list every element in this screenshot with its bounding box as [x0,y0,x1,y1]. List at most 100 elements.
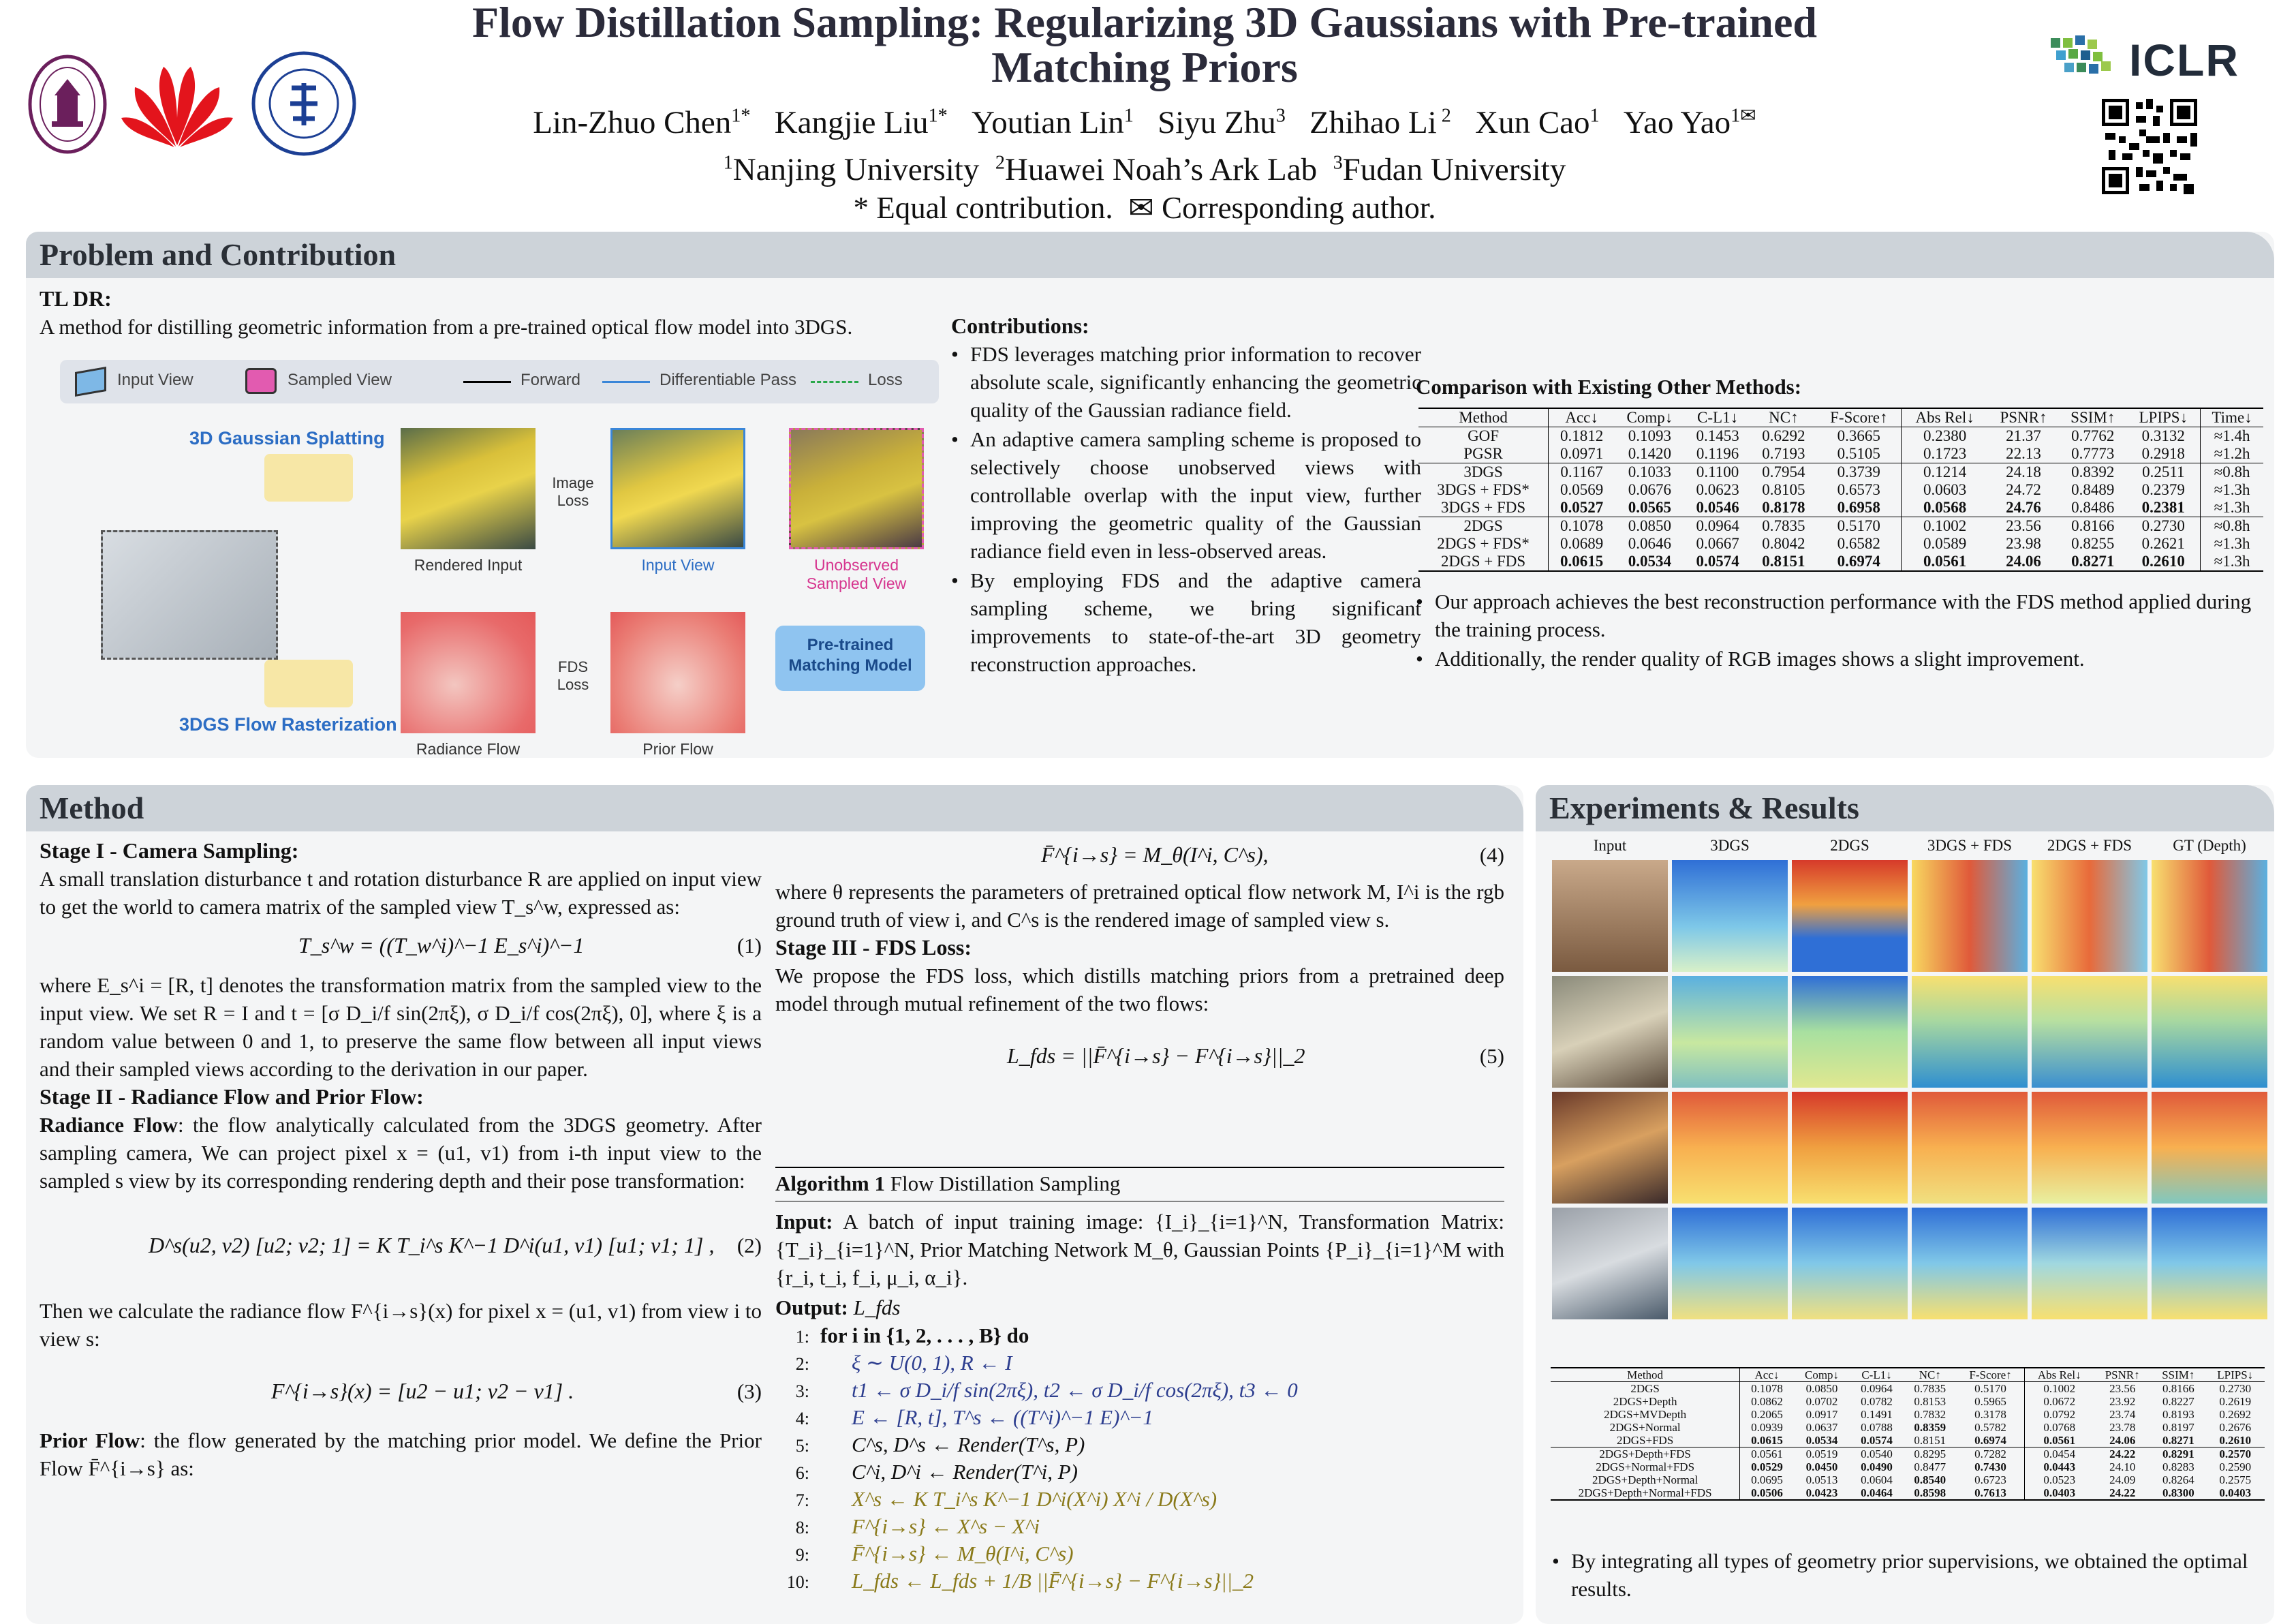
affiliation-list: 1Nanjing University 2Huawei Noah’s Ark L… [382,151,1908,188]
author-affil-mark: 1✉ [1731,105,1756,127]
table-value-cell: 0.7193 [1762,445,1805,462]
table-value-cell: 0.8295 [1903,1447,1957,1460]
table-value-cell: 0.0646 [1628,535,1671,552]
table-value-cell: 0.7835 [1750,517,1817,535]
table-value-cell: 24.10 [2109,1460,2136,1473]
table-value-cell: 0.8153 [1914,1395,1946,1408]
table-value-cell: 0.8197 [2162,1421,2194,1434]
table-value-cell: 0.0615 [1548,553,1615,572]
table-value-cell: 0.0862 [1751,1395,1783,1408]
table-value-cell: 0.0672 [2043,1395,2076,1408]
table-value-cell: 0.1078 [1548,517,1615,535]
author-name: Youtian Lin [971,105,1124,140]
table-value-cell: 0.1002 [1901,517,1988,535]
table-method-cell: 2DGS+Normal [1551,1421,1741,1434]
prior-flow-image [610,612,745,733]
contribution-item: An adaptive camera sampling scheme is pr… [951,425,1421,565]
table-head: Method Acc↓ Comp↓ C-L1↓ NC↑ F-Score↑ Abs Rel↓ P… [1551,1368,2265,1382]
table-row: 3DGS + FDS 0.0527 0.0565 0.0546 0.8178 0.6958… [1418,499,2263,517]
table-value-cell: 0.6958 [1816,499,1902,517]
nju-logo [27,53,108,155]
table-row: 2DGS+Depth+Normal+FDS 0.0506 0.0423 0.0464 0… [1551,1486,2265,1501]
depth-map [1792,1092,1908,1204]
table-value-cell: 0.8540 [1914,1473,1946,1486]
ablation-table: Method Acc↓ Comp↓ C-L1↓ NC↑ F-Score↑ Abs Rel↓ P… [1551,1367,2265,1501]
table-value-cell: 0.2381 [2126,499,2201,517]
table-value-cell: ≈1.4h [2214,427,2250,444]
table-method-cell: PGSR [1418,445,1549,463]
table-value-cell: 0.8598 [1903,1486,1957,1501]
author-affil-mark: 1* [731,105,751,127]
author-affil-mark: 1 [1589,105,1600,127]
experiments-bullet: By integrating all types of geometry pri… [1552,1547,2267,1603]
table-value-cell: 0.8486 [2071,499,2115,516]
table-value-cell: ≈1.2h [2214,445,2250,462]
method-panel: Method Stage I - Camera Sampling: A smal… [26,785,1523,1624]
step-number: 4: [795,1409,809,1428]
step-number: 3: [795,1381,809,1401]
table-header-cell: Method [1418,408,1549,427]
comparison-title: Comparison with Existing Other Methods: [1416,375,1802,399]
radiance-text2: Then we calculate the radiance flow F^{i… [40,1299,762,1351]
table-value-cell: 23.56 [1987,517,2060,535]
table-row: 2DGS+FDS 0.0615 0.0534 0.0574 0.8151 0.6974 0.… [1551,1434,2265,1447]
table-value-cell: 0.0676 [1628,481,1671,498]
experiments-panel: Experiments & Results Input 3DGS 2DGS 3DGS … [1536,785,2274,1624]
step-text: E ← [R, t], T^s ← ((T^i)^−1 E)^−1 [852,1405,1153,1429]
affil-mark: 1 [723,152,733,174]
table-value-cell: 0.0603 [1923,481,1967,498]
step-text: C^i, D^i ← Render(T^i, P) [852,1460,1078,1484]
table-header-cell: PSNR↑ [2105,1368,2140,1381]
table-header-cell: NC↑ [1769,409,1799,426]
table-value-cell: 0.1093 [1628,427,1671,444]
table-value-cell: 0.0464 [1850,1486,1904,1501]
scene-cube [101,530,278,660]
table-value-cell: 0.8271 [2059,553,2127,572]
table-value-cell: 24.06 [2109,1434,2136,1447]
grid-column-header: 3DGS + FDS [1927,837,2013,854]
input-view-image [610,428,745,549]
table-value-cell: 0.5170 [1956,1381,2026,1395]
table-row: 2DGS+Depth 0.0862 0.0702 0.0782 0.8153 0.5965… [1551,1395,2265,1408]
poster-title: Flow Distillation Sampling: Regularizing… [471,0,1818,91]
flow-raster-label: 3DGS Flow Rasterization [179,714,397,735]
depth-map [2032,1208,2147,1319]
table-value-cell: 0.7773 [2071,445,2115,462]
table-value-cell: 0.6974 [1816,553,1902,572]
table-value-cell: 0.2511 [2126,463,2201,481]
step-text: F^{i→s} ← X^s − X^i [852,1514,1040,1538]
table-value-cell: 0.0623 [1696,481,1739,498]
algorithm-step: 6: C^i, D^i ← Render(T^i, P) [775,1458,1078,1487]
table-value-cell: 0.2590 [2219,1460,2252,1473]
table-value-cell: 0.0527 [1560,499,1604,516]
depth-map [2032,860,2147,972]
table-method-cell: 2DGS + FDS* [1418,535,1549,553]
table-value-cell: 0.2621 [2126,535,2201,553]
table-method-cell: 2DGS [1418,517,1549,535]
algorithm-step: 4: E ← [R, t], T^s ← ((T^i)^−1 E)^−1 [775,1404,1153,1433]
input-view-icon [75,366,106,397]
depth-map [2152,860,2267,972]
table-row: 3DGS + FDS* 0.0569 0.0676 0.0623 0.8105 0.657… [1418,481,2263,499]
step-number: 6: [795,1463,809,1483]
table-value-cell: 0.0561 [2043,1434,2076,1447]
table-value-cell: ≈1.3h [2214,499,2250,516]
table-value-cell: 23.98 [2006,535,2041,552]
table-value-cell: 0.6974 [1956,1434,2026,1447]
grid-column-header: Input [1593,837,1627,854]
table-value-cell: 0.3739 [1816,463,1902,481]
table-method-cell: 2DGS+Depth+Normal [1551,1473,1741,1486]
algorithm-step: 8: F^{i→s} ← X^s − X^i [775,1513,1040,1542]
equation-1: T_s^w = ((T_w^i)^−1 E_s^i)^−1 [298,933,585,957]
step-number: 2: [795,1354,809,1374]
table-row: 2DGS 0.1078 0.0850 0.0964 0.7835 0.5170 0.1002… [1418,517,2263,535]
table-value-cell: 0.0568 [1923,499,1967,516]
affil-mark: 2 [995,152,1005,174]
author-affil-mark: 1* [928,105,948,127]
table-value-cell: 0.8291 [2151,1447,2206,1460]
table-value-cell: 24.06 [1987,553,2060,572]
table-value-cell: 0.1100 [1684,463,1751,481]
stage3-text: We propose the FDS loss, which distills … [775,964,1504,1015]
input-photo [1552,860,1668,972]
table-value-cell: 0.2676 [2219,1421,2252,1434]
